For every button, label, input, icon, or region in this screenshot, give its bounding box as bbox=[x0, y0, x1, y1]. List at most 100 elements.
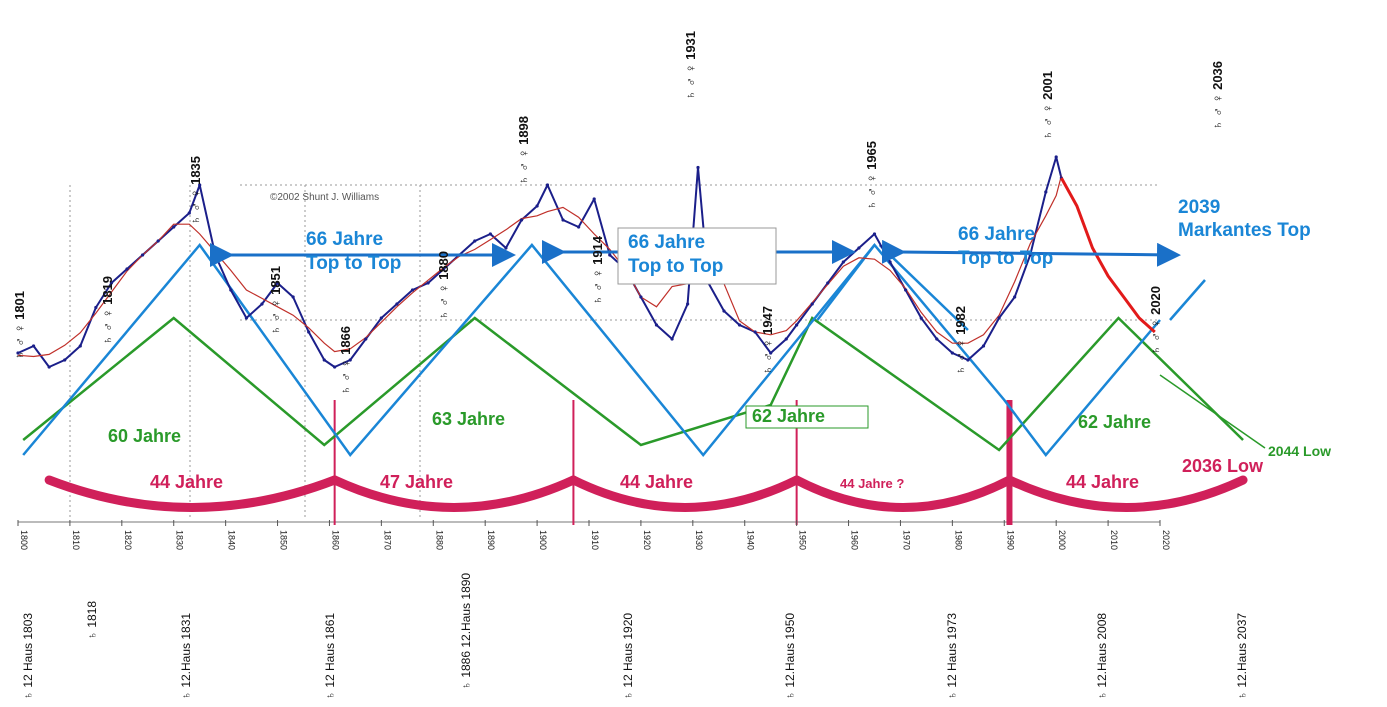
price-point bbox=[379, 316, 383, 320]
price-point bbox=[872, 232, 877, 236]
aspect-year-label: ♄ ♂ ♀ 1898 bbox=[516, 116, 531, 185]
price-point bbox=[545, 183, 550, 187]
price-point bbox=[410, 288, 415, 292]
house-label: ♄ 12.Haus 2037 bbox=[1235, 613, 1249, 700]
average-line bbox=[17, 175, 1062, 358]
green-cycle-label: 62 Jahre bbox=[752, 406, 825, 426]
house-label: ♄ 12 Haus 1803 bbox=[21, 613, 35, 700]
top-label-box bbox=[617, 227, 777, 285]
low-cycle-label: 47 Jahre bbox=[380, 472, 453, 492]
top-2039-pointer bbox=[1169, 279, 1206, 321]
price-point bbox=[919, 316, 923, 320]
price-point bbox=[696, 165, 700, 170]
price-point bbox=[784, 337, 788, 341]
price-point bbox=[841, 260, 845, 264]
forecast-line bbox=[1060, 177, 1156, 334]
price-point bbox=[535, 204, 539, 208]
price-point bbox=[888, 260, 892, 264]
price-point bbox=[78, 344, 82, 348]
x-tick-label: 1890 bbox=[486, 530, 496, 550]
price-point bbox=[504, 246, 508, 250]
low-cycle-arc bbox=[792, 475, 1014, 512]
green-cycle-line bbox=[22, 316, 1244, 452]
price-point bbox=[904, 288, 908, 292]
price-point bbox=[1013, 295, 1017, 299]
price-point bbox=[857, 246, 861, 250]
bottom-house-labels: ♄ 12 Haus 1803 ♄ 1818 ♄ 12.Haus 1831 ♄ 12 H… bbox=[21, 573, 1249, 700]
x-tick-label: 1850 bbox=[279, 530, 289, 550]
x-tick-label: 1860 bbox=[330, 530, 340, 550]
price-point bbox=[981, 344, 986, 348]
price-point bbox=[426, 281, 430, 285]
aspect-year-label: ♄ ♂ ♀ 2020 bbox=[1148, 286, 1163, 355]
price-point bbox=[488, 232, 492, 236]
price-point bbox=[561, 218, 565, 222]
price-point bbox=[213, 253, 217, 257]
price-point bbox=[935, 337, 939, 341]
x-tick-label: 1820 bbox=[123, 530, 133, 550]
house-label: ♄ 12.Haus 1950 bbox=[783, 613, 797, 700]
x-tick-label: 1940 bbox=[746, 530, 756, 550]
price-point bbox=[187, 211, 191, 215]
green-cycle-label: 63 Jahre bbox=[432, 409, 505, 429]
top-cycle-label: 66 Jahre bbox=[306, 229, 383, 250]
aspect-year-labels: ♄ ♂ ♀ 1801 ♄ ♂ ♀ 1819 ♄ ♂ ♀ 1835 ♄ ♂ ♀ 1851… bbox=[12, 31, 1225, 395]
green-cycle-zigzag bbox=[22, 316, 1266, 452]
price-point bbox=[608, 253, 612, 257]
markantes-top-label: Markantes Top bbox=[1178, 220, 1311, 241]
aspect-year-label: ♄ ♂ ♀ 1819 bbox=[100, 276, 115, 345]
aspect-year-label: ♄ ♂ ♀ 1947 bbox=[760, 306, 775, 375]
price-point bbox=[753, 330, 757, 334]
x-tick-label: 2010 bbox=[1109, 530, 1119, 550]
x-tick-label: 1970 bbox=[901, 530, 911, 550]
low-cycle-arcs bbox=[44, 475, 1248, 512]
price-series bbox=[16, 155, 1063, 369]
top-cycle-label: Top to Top bbox=[306, 253, 401, 274]
house-label: ♄ 12.Haus 1831 bbox=[179, 613, 193, 700]
x-tick-label: 1830 bbox=[175, 530, 185, 550]
green-2044-pointer bbox=[1159, 374, 1266, 449]
price-point bbox=[16, 351, 20, 355]
price-point bbox=[260, 302, 264, 306]
low-cycle-arc bbox=[568, 475, 802, 512]
aspect-year-label: ♄ ♂ ♀ 2001 bbox=[1040, 71, 1055, 140]
x-tick-label: 1880 bbox=[434, 530, 444, 550]
x-tick-label: 1900 bbox=[538, 530, 548, 550]
price-point bbox=[125, 267, 129, 271]
low-cycle-label: 44 Jahre ? bbox=[840, 476, 904, 491]
low-2036-label: 2036 Low bbox=[1182, 456, 1264, 476]
top-cycle-segment bbox=[816, 244, 876, 321]
aspect-year-label: ♄ ♂ ♀ 1880 bbox=[436, 251, 451, 320]
top-cycle-label: Top to Top bbox=[958, 248, 1053, 269]
price-point bbox=[198, 183, 202, 187]
price-point bbox=[473, 239, 477, 243]
price-point bbox=[348, 358, 352, 362]
x-tick-label: 1800 bbox=[19, 530, 29, 550]
price-point bbox=[737, 323, 742, 327]
top-cycle-label: 66 Jahre bbox=[958, 224, 1035, 245]
price-point bbox=[172, 225, 176, 229]
price-point bbox=[826, 281, 830, 285]
price-point bbox=[592, 197, 596, 201]
green-label-box bbox=[745, 405, 869, 429]
x-tick-label: 1870 bbox=[382, 530, 392, 550]
price-point bbox=[333, 365, 337, 369]
x-tick-label: 1810 bbox=[71, 530, 81, 550]
low-cycle-label: 44 Jahre bbox=[620, 472, 693, 492]
x-tick-label: 1980 bbox=[953, 530, 963, 550]
house-label: ♄ 12 Haus 1973 bbox=[945, 613, 959, 700]
aspect-year-label: ♄ ♂ ♀ 1835 bbox=[188, 156, 203, 225]
x-tick-label: 1920 bbox=[642, 530, 652, 550]
top-cycle-label: Top to Top bbox=[628, 256, 723, 277]
x-axis-ticks: 1800 1810 1820 1830 1840 1850 1860 1870 1880 1890… bbox=[17, 520, 1171, 550]
price-point bbox=[950, 351, 954, 355]
green-cycle-label: 60 Jahre bbox=[108, 426, 181, 446]
chart-credit: ©2002 Shunt J. Williams bbox=[270, 192, 379, 203]
price-point bbox=[244, 316, 248, 320]
price-point bbox=[1054, 155, 1058, 159]
aspect-year-label: ♄ ♂ ♀ 1965 bbox=[864, 141, 879, 210]
price-point bbox=[140, 253, 145, 257]
low-cycle-arc bbox=[44, 475, 340, 512]
aspect-year-label: ♄ ♂ ♀ 1866 bbox=[338, 326, 353, 395]
